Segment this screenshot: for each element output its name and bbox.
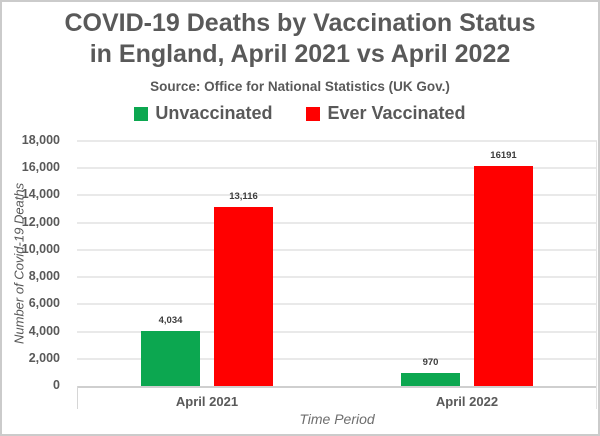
- legend-item-ever-vaccinated: Ever Vaccinated: [306, 103, 466, 124]
- bar-ever-vaccinated-april-2022: [474, 165, 533, 386]
- y-tick-label: 2,000: [28, 350, 60, 365]
- bar-unvaccinated-april-2022: [401, 372, 460, 386]
- y-tick-label: 18,000: [21, 133, 60, 147]
- chart-title-line1: COVID-19 Deaths by Vaccination Status: [64, 9, 536, 37]
- gridline: [77, 194, 597, 197]
- legend-label-unvaccinated: Unvaccinated: [155, 103, 273, 123]
- bar-unvaccinated-april-2021: [141, 331, 200, 386]
- legend-item-unvaccinated: Unvaccinated: [134, 103, 272, 124]
- gridline: [77, 357, 597, 360]
- y-tick-label: 16,000: [21, 160, 60, 175]
- y-tick-label: 6,000: [28, 296, 60, 311]
- gridline: [77, 276, 597, 279]
- gridline: [77, 140, 597, 142]
- chart-legend: Unvaccinated Ever Vaccinated: [2, 103, 598, 124]
- bar-label-unvaccinated-april-2021: 4,034: [158, 315, 183, 327]
- gridline: [77, 167, 597, 170]
- y-tick-label: 10,000: [21, 241, 60, 256]
- y-axis-tick-labels: 0 2,000 4,000 6,000 8,000 10,000 12,000 14,000 1…: [2, 133, 68, 392]
- gridline: [77, 248, 597, 251]
- y-tick-label: 12,000: [21, 214, 60, 229]
- bar-label-ever-vaccinated-april-2021: 13,116: [229, 191, 258, 203]
- chart-title-line2: in England, April 2021 vs April 2022: [89, 40, 511, 68]
- gridline: [77, 221, 597, 224]
- bar-ever-vaccinated-april-2021: [214, 207, 273, 386]
- y-tick-label: 4,000: [28, 323, 60, 338]
- bar-label-unvaccinated-april-2022: 970: [422, 356, 439, 368]
- plot-area: 4,034 13,116 970 16191: [77, 140, 597, 409]
- x-axis-title: Time Period: [299, 411, 375, 427]
- gridline: [77, 330, 597, 333]
- legend-swatch-unvaccinated: [134, 106, 149, 121]
- y-tick-label: 0: [53, 378, 60, 392]
- category-label-april-2021: April 2021: [175, 394, 239, 409]
- bar-label-ever-vaccinated-april-2022: 16191: [490, 149, 517, 161]
- plot-right-edge: [596, 141, 597, 409]
- y-tick-label: 8,000: [28, 269, 60, 284]
- x-axis-category-labels: April 2021 April 2022: [2, 394, 598, 410]
- chart-source: Source: Office for National Statistics (…: [150, 79, 450, 94]
- gridline: [77, 303, 597, 306]
- x-axis-tick: [77, 386, 78, 409]
- y-tick-label: 14,000: [21, 187, 60, 202]
- legend-label-ever-vaccinated: Ever Vaccinated: [327, 103, 466, 123]
- category-label-april-2022: April 2022: [435, 394, 499, 409]
- legend-swatch-ever-vaccinated: [306, 106, 321, 121]
